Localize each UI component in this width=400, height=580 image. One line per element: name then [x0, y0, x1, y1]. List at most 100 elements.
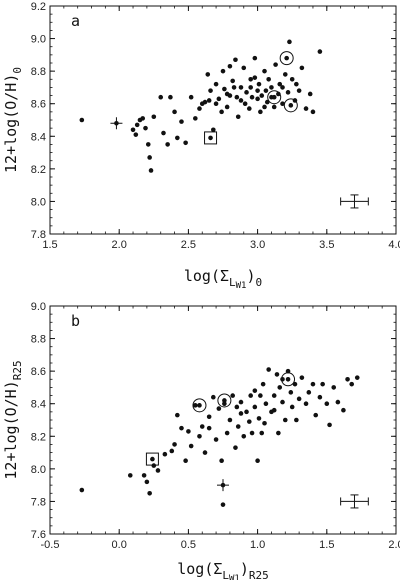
data-point [255, 96, 260, 102]
data-point [234, 94, 240, 100]
data-point [255, 88, 260, 93]
data-point [276, 430, 281, 436]
data-point [280, 101, 285, 107]
data-point [230, 393, 235, 398]
circled-point [288, 103, 294, 108]
data-point [266, 367, 271, 372]
data-point [296, 396, 302, 402]
data-point [269, 85, 274, 90]
data-point [202, 99, 208, 105]
data-point [310, 381, 316, 387]
x-axis-label-b: log(ΣLW1)R25 [177, 560, 269, 580]
x-tick-label: 0.0 [112, 539, 127, 551]
data-point [258, 109, 263, 115]
data-point [349, 381, 355, 387]
data-point [147, 490, 152, 496]
data-point [248, 85, 253, 90]
circled-point-ring [217, 393, 232, 408]
data-point [220, 68, 226, 74]
data-point [224, 104, 230, 110]
error-bar-b [340, 494, 369, 509]
data-point [241, 65, 247, 71]
x-tick-label: 3.0 [250, 239, 265, 251]
data-point [197, 433, 202, 439]
data-point [263, 88, 269, 93]
data-point [252, 75, 258, 80]
data-point [317, 394, 323, 400]
panel-letter-b: b [71, 312, 80, 330]
data-point [262, 104, 267, 110]
y-axis-label-b: 12+log(O/H)R25 [2, 360, 24, 479]
data-point [222, 401, 227, 407]
data-point [216, 406, 222, 411]
data-point [158, 94, 164, 100]
data-point [224, 91, 230, 97]
data-point [151, 114, 157, 120]
data-point [79, 117, 85, 123]
data-point [134, 122, 140, 128]
y-tick-label: 8.8 [31, 334, 46, 346]
data-point [213, 437, 219, 442]
x-tick-label: 4.0 [388, 239, 400, 251]
data-point [249, 94, 255, 100]
y-tick-label: 8.8 [31, 66, 46, 78]
y-tick-label: 8.6 [31, 99, 46, 111]
data-point [202, 450, 208, 455]
circled-point-ring [192, 398, 207, 413]
data-point [231, 85, 237, 90]
x-tick-label: 1.0 [250, 539, 265, 551]
data-point [206, 98, 212, 103]
data-point [141, 473, 147, 478]
y-axis-label-a: 12+log(O/H)0 [2, 67, 24, 173]
data-point [144, 479, 150, 485]
y-tick-label: 8.2 [31, 164, 46, 176]
data-point [289, 76, 295, 82]
ticks-a: 1.5 2.0 2.5 3.0 3.5 4.0 7.8 8.0 8.2 8.4 8.6 8.8 9.0 9… [31, 1, 400, 251]
data-point [256, 81, 262, 87]
y-tick-label: 8.4 [31, 131, 46, 143]
data-point [271, 104, 277, 110]
data-point [287, 39, 292, 45]
data-point [244, 90, 249, 95]
data-point [299, 65, 305, 71]
data-point [222, 86, 227, 92]
circled-point-ring [281, 372, 296, 387]
data-point [219, 458, 224, 464]
data-point [248, 393, 253, 398]
data-point [285, 368, 291, 374]
data-point [227, 63, 233, 69]
data-point [230, 78, 235, 84]
y-tick-label: 8.0 [31, 196, 46, 208]
data-point [188, 94, 194, 100]
data-point [130, 127, 136, 133]
data-point [155, 468, 161, 473]
boxed-point-square [204, 131, 218, 145]
x-tick-label: 0.5 [181, 539, 196, 551]
data-point [259, 430, 265, 436]
data-point [205, 72, 211, 77]
data-point [206, 414, 212, 420]
highlights-a [110, 51, 298, 145]
data-point [327, 422, 332, 428]
data-point [310, 109, 316, 115]
data-point [143, 125, 148, 131]
data-point [238, 98, 244, 103]
panel-a: a 1.5 2.0 2.5 3.0 3.5 4.0 7.8 8.0 8.2 8.4 8.6 8.8 9.… [2, 1, 400, 291]
y-tick-label: 8.2 [31, 431, 46, 443]
data-point [255, 458, 260, 464]
y-tick-label: 7.8 [31, 496, 46, 508]
circled-point-ring [283, 98, 298, 113]
data-point [256, 416, 262, 421]
y-tick-label: 9.0 [31, 34, 46, 46]
cross-point [114, 120, 119, 126]
data-point [306, 390, 312, 395]
circled-point-ring [279, 51, 294, 66]
data-point [234, 404, 240, 410]
data-point [213, 101, 219, 107]
x-tick-label: 3.5 [319, 239, 334, 251]
x-tick-label: -0.5 [41, 539, 60, 551]
data-point [252, 55, 258, 61]
data-point [258, 393, 263, 398]
data-point [249, 430, 255, 436]
